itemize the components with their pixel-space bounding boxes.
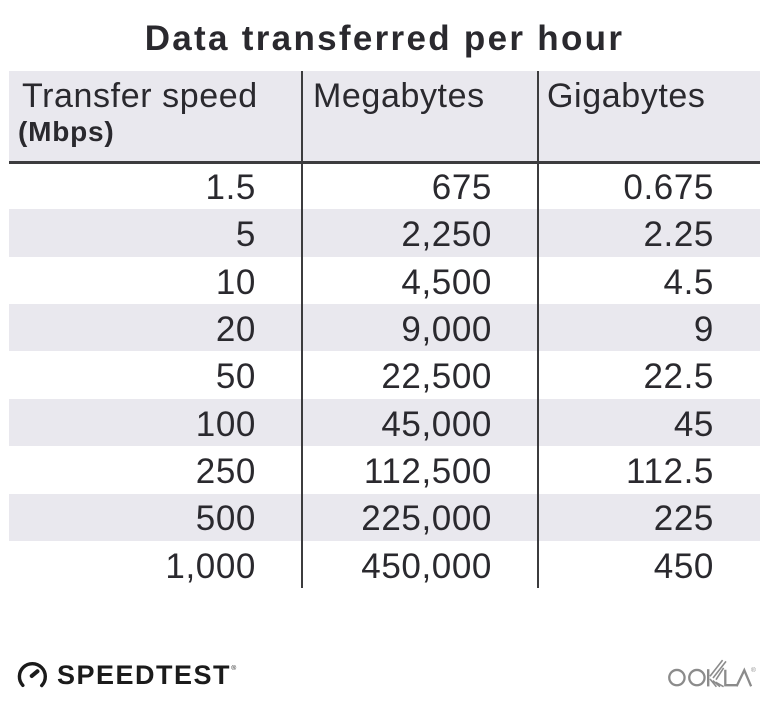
svg-text:SPEEDTEST: SPEEDTEST	[57, 660, 231, 690]
svg-text:®: ®	[231, 664, 236, 672]
svg-text:®: ®	[751, 666, 756, 674]
